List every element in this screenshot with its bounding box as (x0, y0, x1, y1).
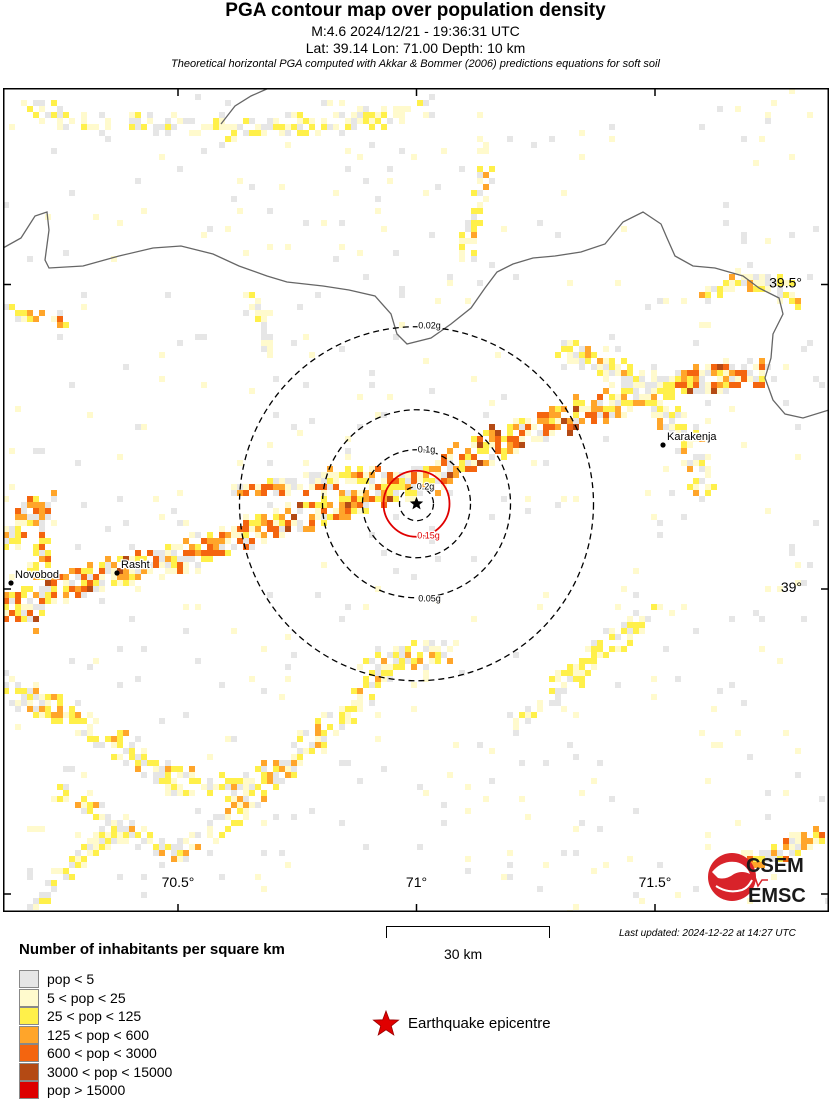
graticule-ticks: 70.5° 71° 71.5° 39.5° 39° (3, 88, 829, 912)
csem-emsc-logo[interactable]: CSEM EMSC (706, 850, 824, 907)
pga-map[interactable]: 0.02g 0.05g 0.1g 0.15g 0.2g Novobod Rasht Kara… (3, 88, 829, 912)
border-line (3, 211, 829, 419)
method-note: Theoretical horizontal PGA computed with… (171, 58, 660, 70)
place-label: Novobod (15, 569, 59, 581)
lon-tick-label: 71.5° (639, 874, 672, 890)
red-star-icon (372, 1010, 400, 1036)
pga-contour-label: 0.2g (417, 482, 435, 492)
epicentre-star-icon (409, 496, 424, 510)
pga-contour-label: 0.1g (418, 445, 436, 455)
pga-contour (238, 326, 595, 682)
legend-label: 125 < pop < 600 (47, 1026, 149, 1043)
place-dot (660, 442, 666, 448)
place-label: Rasht (121, 559, 150, 571)
last-updated: Last updated: 2024-12-22 at 14:27 UTC (619, 928, 796, 939)
pga-contour (382, 469, 451, 538)
legend-swatch (19, 988, 39, 1007)
legend-swatch (19, 1044, 39, 1062)
pga-contour (321, 409, 512, 599)
legend-item: 5 < pop < 25 (19, 988, 126, 1007)
legend-item: 3000 < pop < 15000 (19, 1062, 173, 1081)
place-label: Karakenja (667, 431, 717, 443)
legend-item: 600 < pop < 3000 (19, 1044, 157, 1062)
legend-swatch (19, 1081, 39, 1099)
pga-contours: 0.02g 0.05g 0.1g 0.15g 0.2g (238, 320, 595, 682)
pga-contour-label: 0.15g (417, 531, 440, 541)
pga-contour-label: 0.02g (418, 321, 441, 331)
event-location-depth: Lat: 39.14 Lon: 71.00 Depth: 10 km (305, 40, 526, 56)
place-markers: Novobod Rasht Karakenja (8, 430, 719, 586)
legend-label: 600 < pop < 3000 (47, 1045, 157, 1061)
legend-item: 25 < pop < 125 (19, 1007, 141, 1025)
lon-tick-label: 70.5° (162, 874, 195, 890)
epicentre-legend: Earthquake epicentre (372, 1010, 551, 1036)
svg-text:CSEM: CSEM (746, 855, 804, 877)
legend-label: pop > 15000 (47, 1082, 126, 1098)
legend-item: 125 < pop < 600 (19, 1025, 149, 1044)
legend-item: pop > 15000 (19, 1081, 125, 1099)
legend-label: pop < 5 (47, 971, 95, 987)
legend-item: pop < 5 (19, 970, 94, 988)
pga-contour (398, 486, 435, 522)
scale-bar (386, 926, 550, 938)
scale-label: 30 km (444, 946, 483, 962)
place-dot (8, 580, 14, 586)
pga-contour-label: 0.05g (418, 594, 441, 604)
legend-swatch (19, 970, 39, 988)
pga-contour (361, 449, 472, 559)
population-density-layer (3, 88, 829, 912)
legend-swatch (19, 1062, 39, 1081)
lon-tick-label: 71° (406, 874, 427, 890)
legend-label: 3000 < pop < 15000 (47, 1063, 173, 1080)
map-title: PGA contour map over population density (225, 0, 606, 21)
legend-swatch (19, 1025, 39, 1044)
legend-title: Number of inhabitants per square km (19, 941, 285, 958)
border-line-north (220, 88, 270, 125)
svg-text:EMSC: EMSC (748, 885, 806, 906)
lat-tick-label: 39° (781, 579, 802, 595)
lat-tick-label: 39.5° (769, 275, 802, 291)
legend-label: 5 < pop < 25 (47, 989, 126, 1006)
event-magnitude-time: M:4.6 2024/12/21 - 19:36:31 UTC (311, 23, 520, 39)
legend-label: 25 < pop < 125 (47, 1008, 142, 1024)
legend-swatch (19, 1007, 39, 1025)
place-dot (114, 570, 120, 576)
epicentre-marker (409, 496, 424, 510)
epicentre-legend-label: Earthquake epicentre (408, 1014, 551, 1032)
